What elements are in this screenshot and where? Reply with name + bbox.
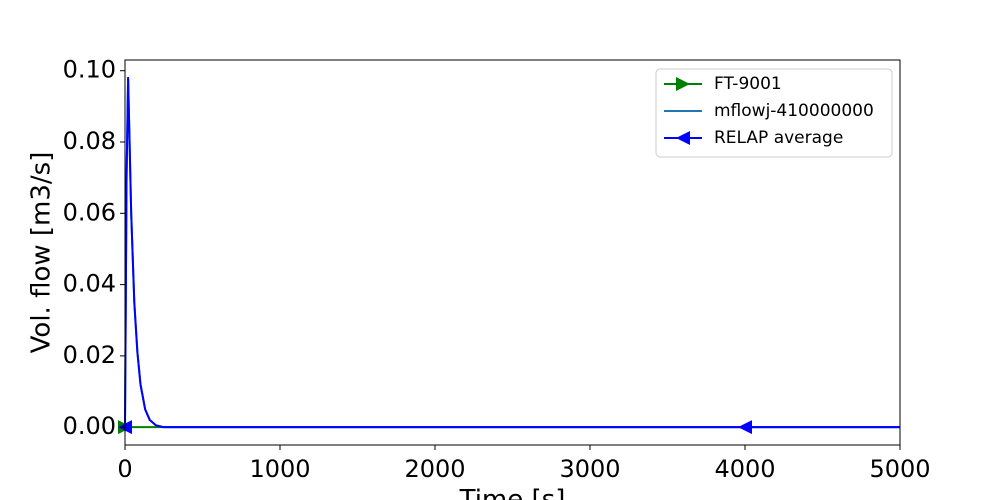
y-tick-label: 0.08 [63,127,116,155]
legend-label-2: RELAP average [714,128,843,148]
plot-frame [124,59,901,446]
legend: FT-9001 mflowj-410000000 RELAP average [655,68,893,158]
x-tick-label: 0 [117,455,132,483]
series-line-2 [124,76,900,429]
legend-label-1: mflowj-410000000 [714,101,874,121]
x-axis-label: Time [s] [459,485,566,500]
x-tick-label: 2000 [404,455,465,483]
x-tick-label: 4000 [714,455,775,483]
y-tick-label: 0.02 [63,341,116,369]
x-axis: 0 1000 2000 3000 4000 5000 [117,445,931,483]
plot-lines [124,76,900,429]
x-tick-label: 5000 [869,455,930,483]
y-tick-label: 0.00 [63,412,116,440]
legend-box [655,68,893,158]
y-axis-label: Vol. flow [m3/s] [27,152,57,354]
y-tick-label: 0.10 [63,56,116,84]
x-tick-label: 3000 [559,455,620,483]
x-tick-label: 1000 [249,455,310,483]
series-marker-2 [738,420,752,435]
legend-marker-0 [676,77,690,91]
y-tick-label: 0.04 [63,270,116,298]
y-axis: 0.00 0.02 0.04 0.06 0.08 0.10 [63,56,125,440]
y-tick-label: 0.06 [63,198,116,226]
legend-marker-2 [676,131,690,145]
legend-label-0: FT-9001 [714,74,782,94]
